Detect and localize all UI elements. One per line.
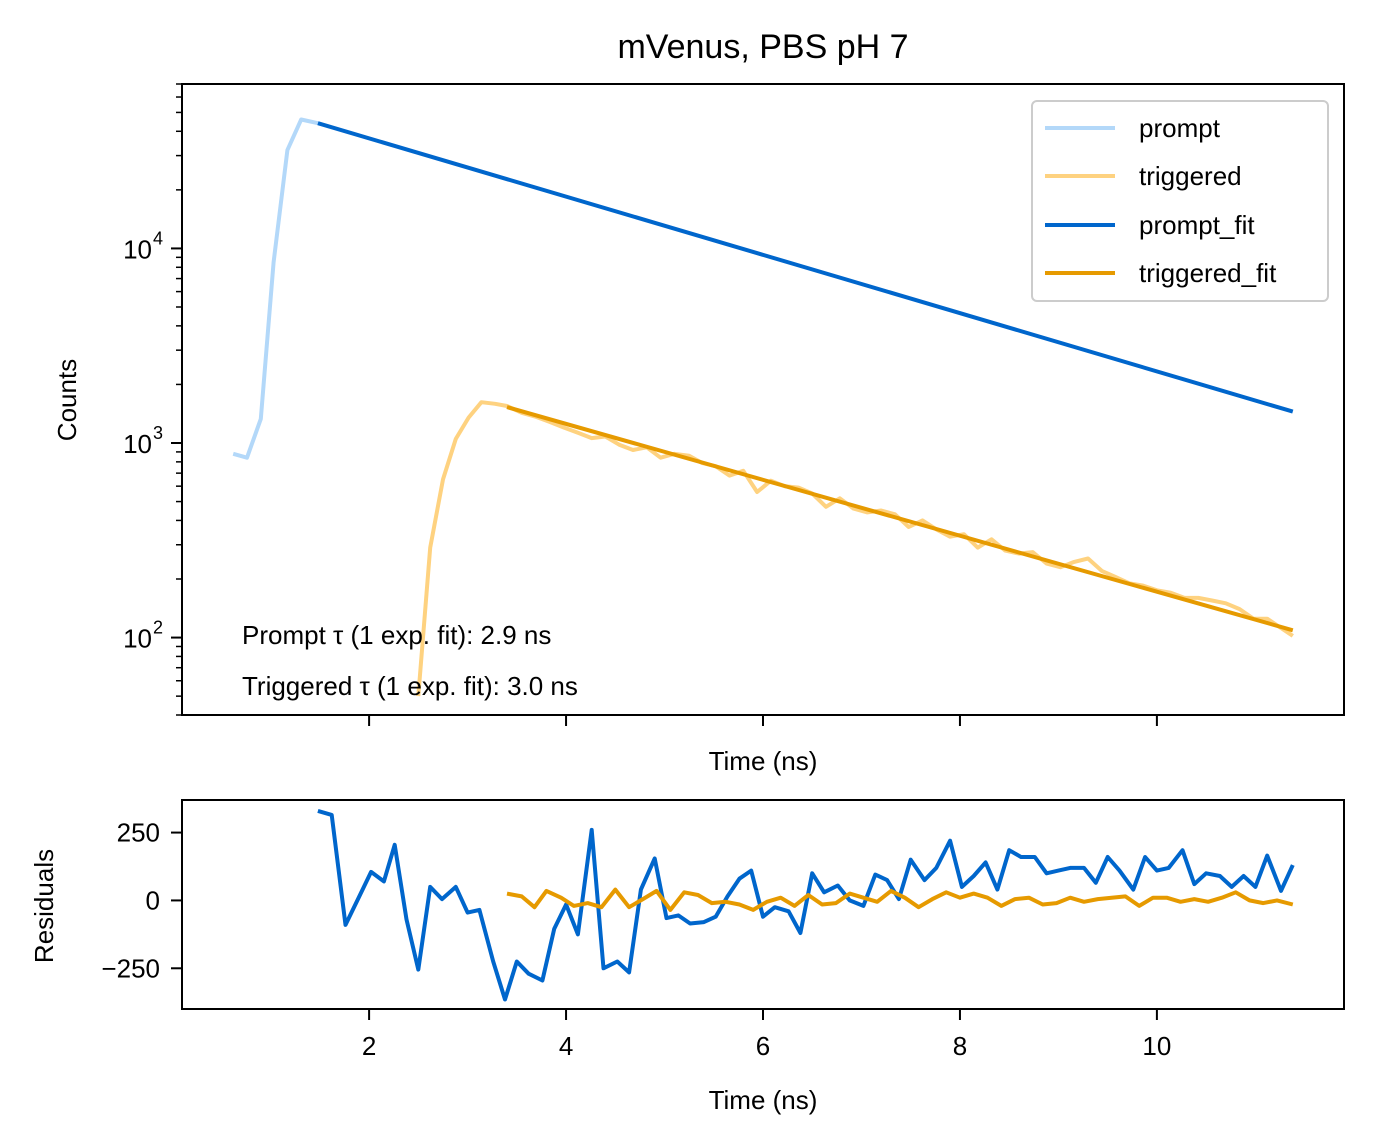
residuals-y-tick-label: 0 — [146, 885, 160, 915]
legend-box — [1031, 100, 1329, 302]
residuals-plot: −250 0 250 2 4 6 8 10 Time (ns) Residuals — [29, 799, 1345, 1115]
main-y-tick-exponent: 2 — [153, 618, 163, 638]
series-prompt-fit — [317, 121, 1294, 414]
residuals-x-tick-label: 8 — [953, 1031, 967, 1061]
series-prompt — [232, 117, 319, 460]
legend: prompt triggered prompt_fit triggered_fi… — [1031, 100, 1329, 302]
legend-label-triggered: triggered — [1139, 161, 1242, 191]
residuals-y-label: Residuals — [29, 849, 59, 963]
main-x-label: Time (ns) — [709, 746, 818, 776]
legend-label-triggered-fit: triggered_fit — [1139, 258, 1277, 288]
residuals-x-label: Time (ns) — [709, 1085, 818, 1115]
main-y-tick-exponent: 3 — [153, 423, 163, 443]
main-y-label: Counts — [52, 359, 82, 441]
residuals-x-tick-label: 4 — [559, 1031, 573, 1061]
residuals-x-tick-label: 2 — [362, 1031, 376, 1061]
series-triggered — [416, 400, 1294, 697]
main-y-tick-label: 10 — [123, 624, 152, 654]
residuals-y-tick-label: −250 — [101, 953, 160, 983]
chart-title: mVenus, PBS pH 7 — [617, 28, 908, 66]
series-prompt-residuals — [317, 808, 1295, 1002]
residuals-x-tick-label: 10 — [1142, 1031, 1171, 1061]
main-y-tick-label: 10 — [123, 429, 152, 459]
main-y-tick-exponent: 4 — [153, 228, 163, 248]
main-y-tick-label: 10 — [123, 234, 152, 264]
series-triggered-residuals — [506, 887, 1294, 912]
prompt-tau-annotation: Prompt τ (1 exp. fit): 2.9 ns — [242, 620, 551, 650]
residuals-x-tick-label: 6 — [756, 1031, 770, 1061]
triggered-tau-annotation: Triggered τ (1 exp. fit): 3.0 ns — [242, 671, 578, 701]
legend-label-prompt-fit: prompt_fit — [1139, 210, 1255, 240]
series-triggered-fit — [506, 405, 1294, 633]
legend-label-prompt: prompt — [1139, 113, 1221, 143]
residuals-y-tick-label: 250 — [117, 818, 160, 848]
